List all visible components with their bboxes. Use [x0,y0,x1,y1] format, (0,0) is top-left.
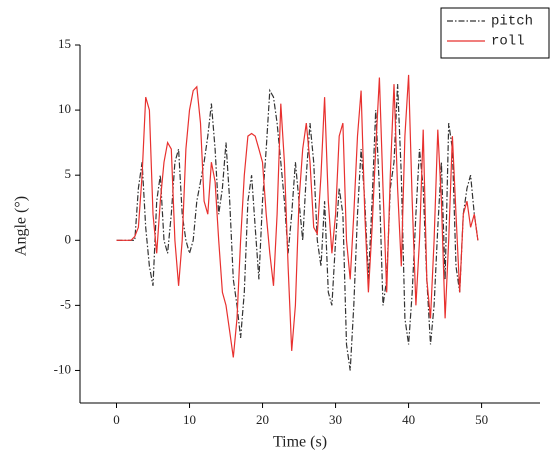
y-tick-label: 0 [65,231,72,246]
x-tick-label: 30 [329,412,342,427]
y-tick-label: 15 [58,36,71,51]
series-line [116,84,479,371]
x-tick-label: 40 [402,412,415,427]
x-tick-label: 0 [113,412,120,427]
legend: pitch roll [440,7,550,59]
legend-label: roll [491,34,525,50]
y-tick-label: -10 [54,361,71,376]
x-tick-label: 50 [475,412,488,427]
x-tick-label: 10 [183,412,196,427]
legend-label: pitch [491,14,533,30]
y-tick-label: 5 [65,166,72,181]
x-axis-label: Time (s) [273,434,327,451]
legend-box [440,7,550,59]
y-tick-label: 10 [58,101,71,116]
y-axis-label: Angle (°) [13,196,30,256]
y-tick-label: -5 [60,296,71,311]
x-tick-label: 20 [256,412,269,427]
series-line [116,74,479,358]
